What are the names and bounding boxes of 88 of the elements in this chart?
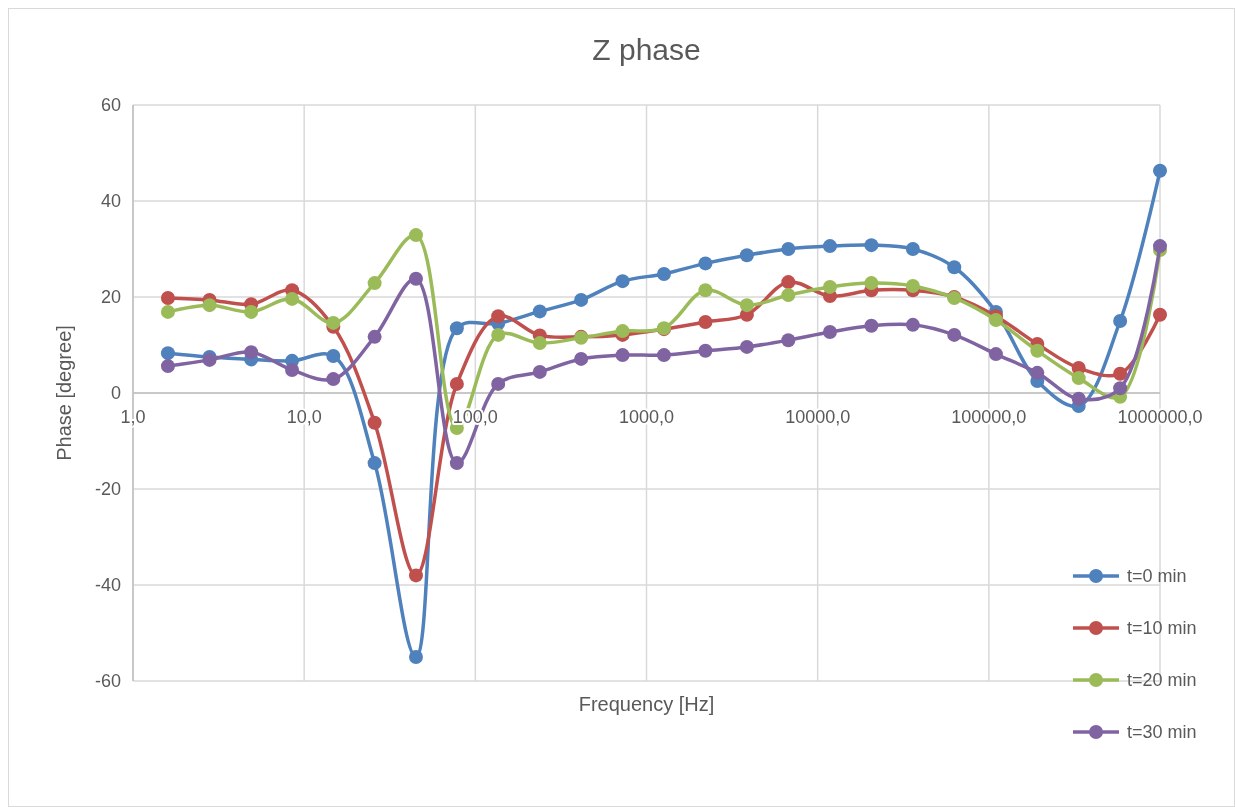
point <box>656 266 671 281</box>
point <box>244 345 259 360</box>
point <box>244 304 259 319</box>
point <box>822 325 837 340</box>
point <box>326 315 341 330</box>
point <box>160 359 175 374</box>
x-tick-label: 1000000,0 <box>1117 407 1203 427</box>
point <box>656 348 671 363</box>
point <box>864 318 879 333</box>
y-tick-label: -40 <box>94 575 121 596</box>
point <box>905 317 920 332</box>
point <box>367 329 382 344</box>
point <box>947 327 962 342</box>
point <box>532 304 547 319</box>
point <box>574 292 589 307</box>
point <box>449 456 464 471</box>
y-tick-label: 40 <box>100 191 121 212</box>
point <box>574 351 589 366</box>
point <box>491 309 506 324</box>
y-axis-title: Phase [degree] <box>53 325 75 461</box>
point <box>1030 343 1045 358</box>
point <box>532 336 547 351</box>
point <box>202 298 217 313</box>
point <box>988 313 1003 328</box>
x-tick-label: 100000,0 <box>951 407 1027 427</box>
x-tick-label: 1000,0 <box>618 407 675 427</box>
point <box>1153 307 1167 322</box>
point <box>367 415 382 430</box>
point <box>1153 163 1167 178</box>
legend-label: t=30 min <box>1127 722 1197 743</box>
point <box>905 278 920 293</box>
point <box>781 333 796 348</box>
y-tick-label: 20 <box>100 287 121 308</box>
point <box>698 283 713 298</box>
point <box>1071 391 1086 406</box>
point <box>285 291 300 306</box>
point <box>698 343 713 358</box>
point <box>491 327 506 342</box>
x-tick-label: 10,0 <box>286 407 322 427</box>
x-axis-title: Frequency [Hz] <box>578 693 715 715</box>
point <box>988 347 1003 362</box>
point <box>408 568 423 583</box>
point <box>739 339 754 354</box>
y-tick-label: 0 <box>110 383 121 404</box>
point <box>160 290 175 305</box>
point <box>739 298 754 313</box>
x-tick-label: 1,0 <box>120 407 146 427</box>
point <box>905 242 920 256</box>
point <box>781 288 796 303</box>
point <box>1113 381 1128 396</box>
point <box>326 349 341 364</box>
point <box>615 348 630 363</box>
point <box>367 456 382 471</box>
point <box>822 239 837 254</box>
point <box>408 228 423 243</box>
point <box>864 276 879 291</box>
point <box>160 346 175 361</box>
legend-label: t=20 min <box>1127 670 1197 691</box>
x-tick-label: 10000,0 <box>785 407 851 427</box>
point <box>449 321 464 336</box>
point <box>739 248 754 263</box>
point <box>285 362 300 377</box>
legend-label: t=0 min <box>1127 566 1187 587</box>
point <box>1113 314 1128 328</box>
point <box>615 274 630 289</box>
y-tick-label: 60 <box>100 95 121 116</box>
point <box>367 276 382 291</box>
chart-title: Z phase <box>592 33 701 66</box>
point <box>326 372 341 387</box>
point <box>698 256 713 271</box>
point <box>1030 365 1045 380</box>
y-tick-label: -60 <box>94 671 121 692</box>
y-tick-label: -20 <box>94 479 121 500</box>
point <box>532 364 547 379</box>
point <box>781 242 796 256</box>
legend-label: t=10 min <box>1127 618 1197 639</box>
point <box>160 304 175 319</box>
point <box>408 650 423 664</box>
point <box>1071 371 1086 386</box>
point <box>1113 366 1128 381</box>
point <box>408 271 423 286</box>
point <box>947 260 962 275</box>
point <box>698 314 713 329</box>
point <box>781 275 796 290</box>
point <box>491 376 506 391</box>
point <box>864 238 879 253</box>
point <box>449 376 464 391</box>
point <box>822 279 837 294</box>
